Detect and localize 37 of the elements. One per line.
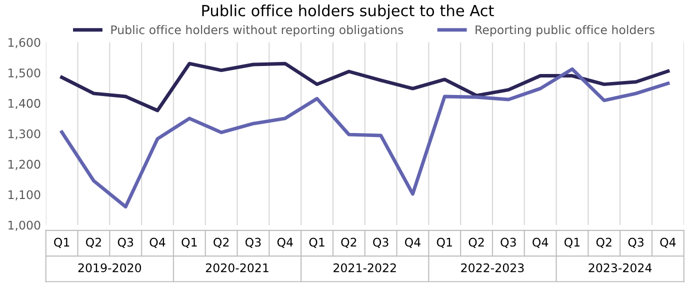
x-tick-label: Q3 — [500, 238, 516, 248]
x-tick-label: Q4 — [150, 238, 166, 248]
text: 2021-2022 — [334, 263, 396, 272]
y-tick-label: 1,600 — [8, 38, 40, 48]
x-tick-label: Q3 — [373, 238, 388, 248]
x-tick-label: Q2 — [86, 238, 101, 248]
text: 2023-2024 — [588, 263, 652, 272]
x-tick-label: Q1 — [309, 238, 324, 248]
y-tick-label: 1,200 — [8, 160, 40, 170]
line-series — [60, 67, 670, 208]
x-tick-label: Q3 — [628, 238, 644, 248]
x-tick-label: Q4 — [532, 238, 548, 248]
text: 2019-2020 — [78, 263, 142, 272]
text: 2020-2021 — [206, 263, 268, 272]
x-tick-label: Q1 — [436, 238, 452, 248]
x-tick-label: Q4 — [404, 238, 420, 248]
legend-label: Reporting public office holders — [476, 25, 654, 37]
legend-label: Public office holders without reporting obligations — [111, 25, 404, 37]
y-tick-label: 1,400 — [8, 98, 40, 110]
x-tick-label: Q4 — [660, 238, 676, 248]
x-tick-label: Q2 — [596, 238, 612, 248]
x-tick-label: Q2 — [214, 238, 229, 248]
y-tick-label: 1,100 — [8, 190, 40, 200]
x-tick-label: Q4 — [277, 238, 293, 248]
text: 2022-2023 — [461, 263, 524, 272]
x-tick-label: Q3 — [118, 238, 134, 248]
x-tick-label: Q1 — [564, 238, 580, 248]
chart-title: Public office holders subject to the Act — [202, 4, 494, 20]
y-tick-label: 1,300 — [8, 129, 40, 140]
x-tick-label: Q1 — [54, 238, 70, 248]
y-tick-label: 1,500 — [8, 68, 40, 79]
y-tick-label: 1,000 — [8, 220, 40, 231]
x-tick-label: Q2 — [468, 238, 484, 248]
x-tick-label: Q3 — [245, 238, 261, 248]
x-tick-label: Q1 — [182, 238, 197, 248]
line-series — [60, 62, 670, 112]
x-tick-label: Q2 — [341, 238, 356, 248]
